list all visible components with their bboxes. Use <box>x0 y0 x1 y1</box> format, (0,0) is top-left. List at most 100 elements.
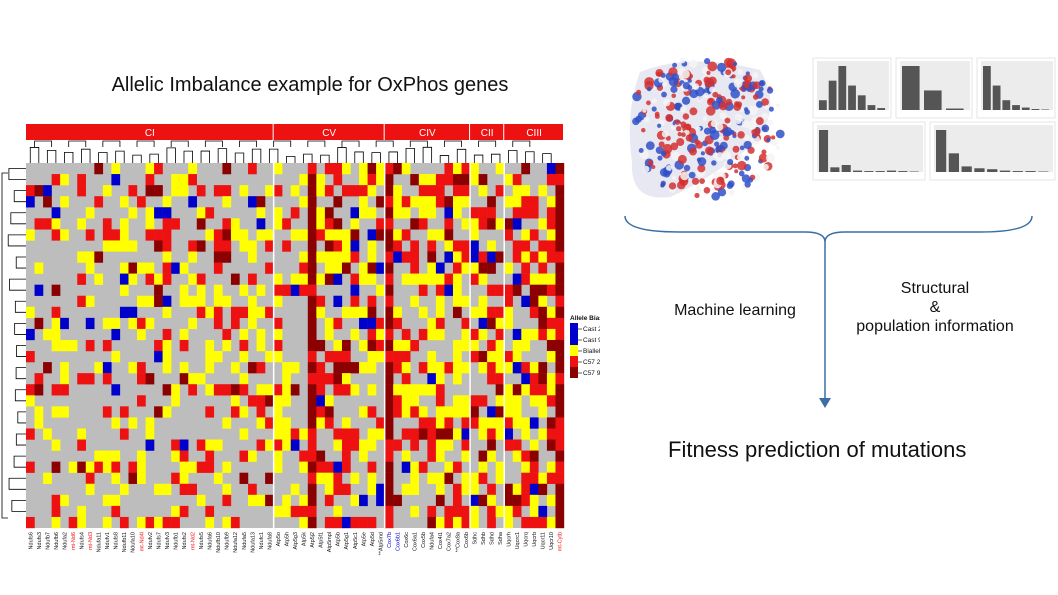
protein-atom <box>683 164 691 172</box>
protein-atom <box>765 153 775 163</box>
heatmap-cell <box>213 284 223 296</box>
protein-atom <box>694 192 700 199</box>
protein-atom <box>697 96 703 103</box>
heatmap-cell <box>222 461 232 473</box>
heatmap-cell <box>487 284 496 296</box>
heatmap-cell <box>307 417 317 429</box>
heatmap-cell <box>367 406 377 418</box>
heatmap-cell <box>538 185 548 197</box>
heatmap-cell <box>324 229 334 241</box>
heatmap-cell <box>162 306 172 319</box>
heatmap-cell <box>273 384 283 396</box>
row-dendro-branch <box>13 190 26 203</box>
heatmap-cell <box>401 163 411 175</box>
protein-atom <box>724 117 731 124</box>
figure-title: Allelic Imbalance example for OxPhos gen… <box>111 74 509 96</box>
protein-atom <box>745 71 750 76</box>
heatmap-cell <box>171 384 180 396</box>
row-dendro-branch <box>11 499 26 512</box>
gene-label: Uqcrh <box>506 532 512 547</box>
heatmap-cell <box>145 516 155 529</box>
heatmap-cell <box>333 483 343 496</box>
heatmap-cell <box>171 439 180 451</box>
heatmap-cell <box>435 362 445 374</box>
heatmap-cell <box>307 218 317 230</box>
heatmap-cell <box>452 461 462 473</box>
heatmap-cell <box>273 185 283 197</box>
heatmap-cell <box>427 229 437 241</box>
heatmap-cell <box>410 196 420 208</box>
heatmap-cell <box>51 284 61 296</box>
col-dendro-branch <box>422 146 433 163</box>
heatmap-cell <box>119 273 129 285</box>
heatmap-cell <box>529 373 539 385</box>
heatmap-cell <box>452 295 462 307</box>
heatmap-cell <box>179 483 189 496</box>
heatmap-cell <box>452 428 462 440</box>
heatmap-cell <box>307 439 317 451</box>
heatmap-cell <box>137 262 146 274</box>
heatmap-cell <box>538 251 548 263</box>
heatmap-cell <box>418 273 428 285</box>
heatmap-cell <box>367 428 377 440</box>
heatmap-cell <box>282 494 291 507</box>
heatmap-cell <box>367 251 377 263</box>
heatmap-cell <box>495 339 505 352</box>
heatmap-cell <box>461 472 471 484</box>
heatmap-cell <box>487 439 496 451</box>
heatmap-cell <box>248 483 257 496</box>
heatmap-cell <box>316 472 326 484</box>
heatmap-cell <box>119 196 129 208</box>
col-dendro-branch <box>307 140 326 147</box>
heatmap-cell <box>470 240 479 252</box>
heatmap-cell <box>333 218 343 230</box>
protein-atom <box>642 108 647 113</box>
heatmap-cell <box>538 295 548 307</box>
heatmap-cell <box>478 185 488 197</box>
heatmap-cell <box>359 450 368 462</box>
heatmap-cell <box>410 218 420 230</box>
heatmap-cell <box>384 262 394 274</box>
heatmap-cell <box>205 406 215 418</box>
heatmap-cell <box>324 351 334 363</box>
heatmap-cell <box>384 240 394 252</box>
heatmap-cell <box>171 174 180 186</box>
heatmap-cell <box>384 472 394 484</box>
gene-label: Atp5b <box>336 532 342 546</box>
protein-atom <box>717 62 727 72</box>
heatmap-cell <box>435 229 445 241</box>
heatmap-cell <box>43 185 52 197</box>
protein-atom <box>646 86 652 92</box>
legend-item: Biallelic <box>583 348 600 355</box>
heatmap-cell <box>162 262 172 274</box>
heatmap-cell <box>350 439 360 451</box>
heatmap-cell <box>410 174 420 186</box>
gene-label: Atp5mpl <box>327 532 333 552</box>
heatmap-cell <box>265 417 274 429</box>
heatmap-cell <box>393 317 402 330</box>
heatmap-cell <box>504 174 513 186</box>
heatmap-cell <box>393 395 402 407</box>
heatmap-cell <box>435 273 445 285</box>
gene-labels: Ndufs6 Ndufs3 Ndufb7 Ndufb6 Ndufa2 mt-Nd6 Nduf… <box>28 531 563 555</box>
protein-atom <box>672 62 678 68</box>
heatmap-cell <box>307 185 317 197</box>
row-dendro-branch <box>14 389 26 402</box>
heatmap-cell <box>43 472 52 484</box>
heatmap-cell <box>487 351 496 363</box>
protein-atom <box>722 126 733 137</box>
heatmap-cell <box>555 196 565 208</box>
col-dendro-branch <box>251 148 262 163</box>
heatmap-cell <box>435 295 445 307</box>
protein-atom <box>671 93 677 99</box>
protein-atom <box>636 89 642 95</box>
heatmap-cell <box>77 251 86 263</box>
heatmap-cell <box>256 494 266 507</box>
protein-atom <box>775 129 785 139</box>
heatmap-cell <box>521 229 531 241</box>
gene-label: Ndufa12 <box>233 532 239 553</box>
heatmap-cell <box>333 251 343 263</box>
heatmap-cell <box>239 284 249 296</box>
heatmap-cell <box>529 295 539 307</box>
complex-civ-label: CIV <box>419 128 436 139</box>
